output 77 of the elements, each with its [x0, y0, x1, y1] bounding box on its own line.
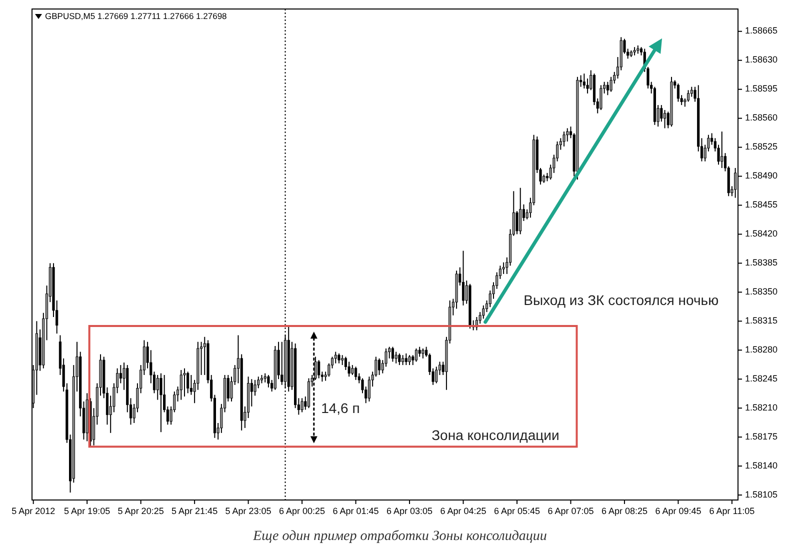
- y-tick-label: 1.58455: [745, 200, 778, 210]
- candlestick: [341, 354, 344, 366]
- x-tick-label: 6 Apr 05:45: [494, 506, 540, 516]
- candlestick: [519, 187, 522, 235]
- y-tick-label: 1.58490: [745, 170, 778, 181]
- x-tick-label: 5 Apr 21:45: [172, 506, 218, 516]
- candlestick: [663, 110, 666, 129]
- candlestick: [610, 76, 612, 92]
- annotation: 14,6 п: [321, 400, 360, 416]
- y-tick-label: 1.58350: [745, 286, 778, 297]
- candlestick: [338, 352, 340, 364]
- candlestick: [348, 361, 350, 378]
- candlestick: [404, 352, 408, 366]
- candlestick: [408, 354, 411, 366]
- x-tick-label: 6 Apr 11:05: [709, 506, 755, 516]
- x-tick-label: 6 Apr 07:05: [548, 506, 594, 516]
- candlestick: [394, 351, 398, 364]
- y-tick-label: 1.58420: [745, 228, 778, 239]
- candlestick: [351, 364, 354, 376]
- candlestick: [516, 210, 518, 235]
- candlestick: [676, 83, 680, 102]
- y-tick-label: 1.58525: [745, 142, 778, 152]
- candlestick: [600, 84, 602, 111]
- candlestick: [606, 81, 609, 96]
- chart-title: GBPUSD,M5 1.27669 1.27711 1.27666 1.27698: [45, 11, 228, 21]
- candlestick: [160, 372, 162, 433]
- y-tick-label: 1.58665: [745, 26, 778, 36]
- x-tick-label: 6 Apr 08:25: [601, 506, 648, 516]
- candlestick: [398, 352, 401, 366]
- y-tick-label: 1.58560: [745, 112, 778, 123]
- candlestick: [318, 360, 320, 379]
- candlestick: [562, 131, 566, 147]
- y-tick-label: 1.58105: [745, 489, 778, 500]
- y-tick-label: 1.58280: [745, 344, 778, 355]
- candlestick: [254, 379, 256, 396]
- candlestick: [482, 304, 485, 320]
- candlestick: [186, 371, 190, 394]
- x-tick-label: 6 Apr 09:45: [655, 506, 702, 516]
- candlestick: [119, 364, 122, 384]
- x-tick-label: 5 Apr 23:05: [225, 506, 272, 516]
- y-tick-label: 1.58210: [745, 402, 778, 412]
- candlestick: [690, 86, 693, 98]
- annotation: Выход из ЗК состоялся ночью: [524, 292, 719, 308]
- candlestick: [378, 358, 381, 376]
- candlestick: [418, 346, 421, 358]
- candlestick: [156, 374, 159, 400]
- candlestick: [300, 398, 304, 413]
- candlestick: [402, 354, 404, 366]
- y-tick-label: 1.58630: [745, 54, 778, 65]
- x-tick-label: 6 Apr 00:25: [279, 506, 326, 516]
- annotation: Зона консолидации: [432, 427, 560, 443]
- x-tick-label: 6 Apr 03:05: [386, 506, 433, 516]
- x-tick-label: 6 Apr 04:25: [440, 506, 486, 516]
- candlestick: [720, 131, 724, 168]
- candlestick: [414, 348, 418, 362]
- candlestick: [391, 346, 394, 362]
- y-tick-label: 1.58245: [745, 373, 778, 384]
- y-tick-label: 1.58175: [745, 431, 778, 442]
- text: Еще один пример отработки Зоны консолидации: [252, 529, 547, 544]
- candlestick: [267, 374, 270, 388]
- x-tick-label: 5 Apr 20:25: [118, 506, 164, 516]
- y-tick-label: 1.58385: [745, 258, 778, 268]
- x-tick-label: 6 Apr 01:45: [332, 506, 379, 516]
- candlestick: [264, 372, 266, 383]
- y-tick-label: 1.58140: [745, 460, 778, 470]
- candlestick: [687, 90, 690, 102]
- candlestick: [183, 368, 186, 397]
- candlestick: [462, 250, 465, 306]
- candlestick: [280, 341, 284, 386]
- y-tick-label: 1.58595: [745, 84, 778, 94]
- candlestick: [354, 366, 358, 380]
- y-tick-label: 1.58315: [745, 316, 778, 326]
- x-tick-label: 5 Apr 2012: [12, 506, 56, 516]
- candlestick: [190, 374, 192, 396]
- candlestick: [422, 348, 424, 359]
- x-tick-label: 5 Apr 19:05: [64, 506, 110, 516]
- candlestick: [180, 370, 182, 400]
